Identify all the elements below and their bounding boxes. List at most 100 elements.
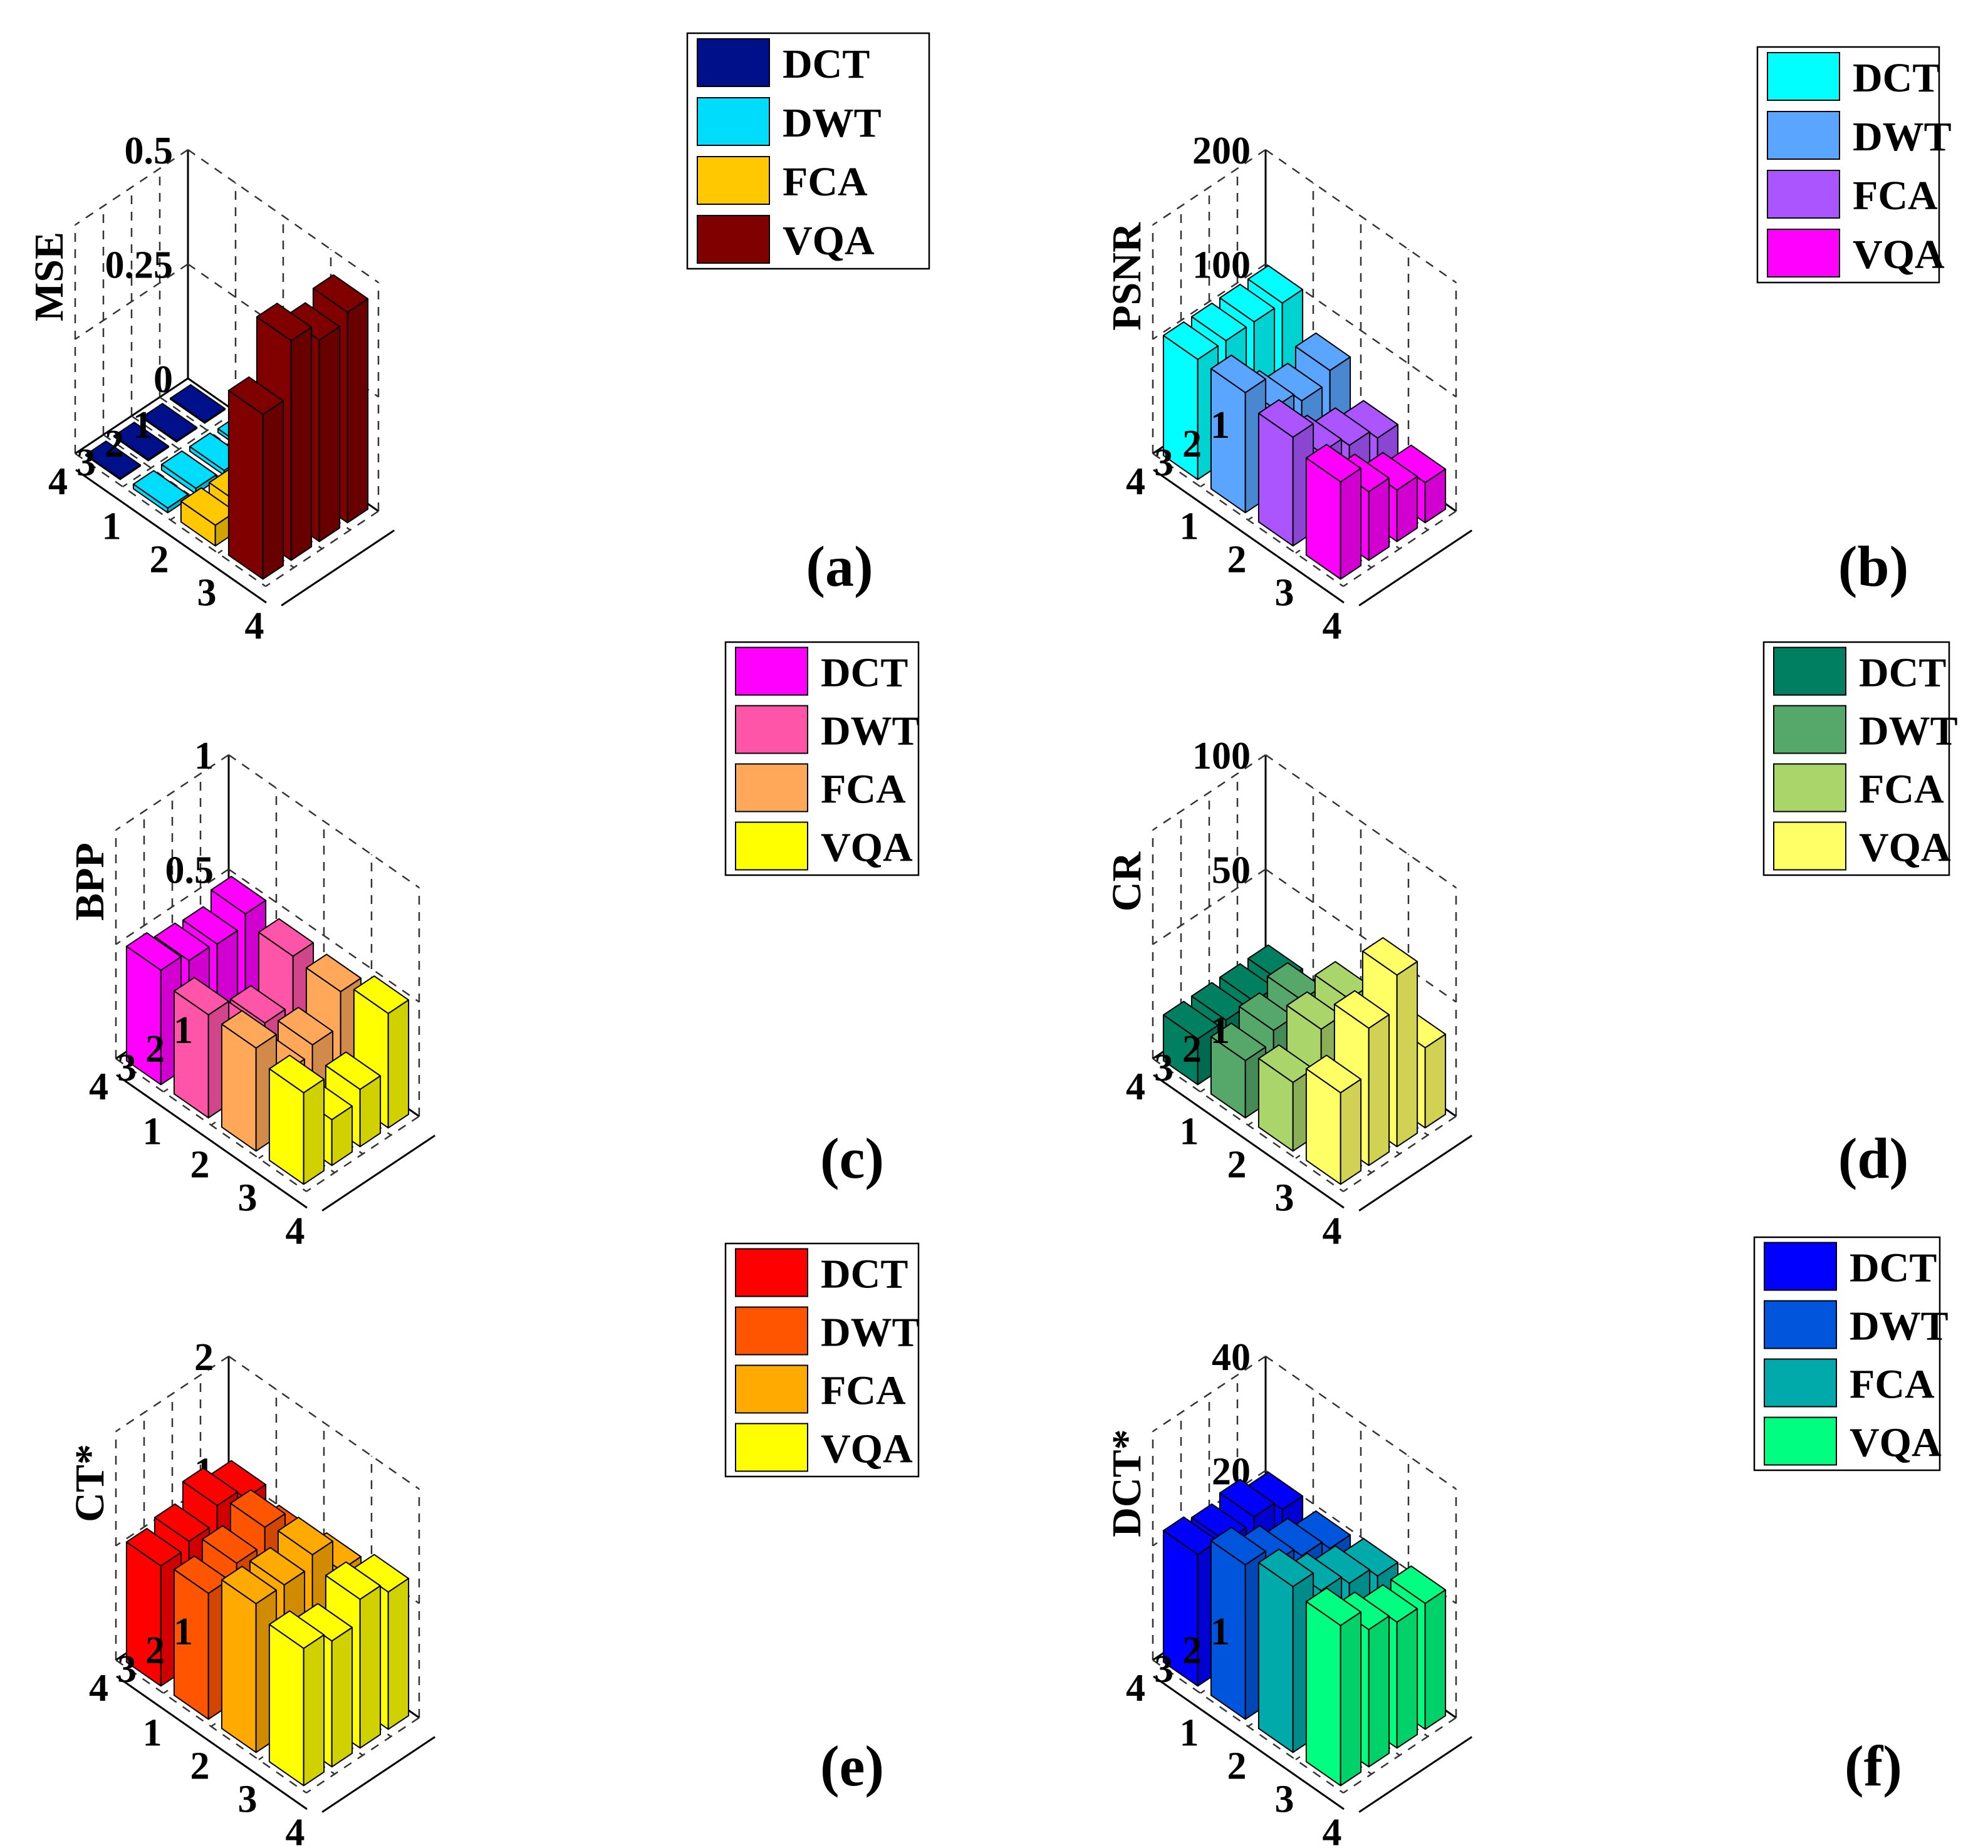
- col-tick-label: 3: [1275, 572, 1294, 615]
- bar-dct-2: [141, 403, 198, 443]
- gridline: [1343, 1716, 1457, 1794]
- gridline: [1152, 1659, 1344, 1794]
- bar-side: [262, 400, 284, 580]
- legend: DCT DWT FCA VQA: [686, 32, 930, 270]
- z-axis-label: CR: [1104, 851, 1150, 912]
- row-tick-label: 3: [1154, 1648, 1174, 1691]
- gridline: [1152, 452, 1344, 588]
- row-tick-label: 4: [1126, 1066, 1145, 1108]
- legend-label: FCA: [821, 1368, 906, 1414]
- legend-label: DCT: [821, 1252, 908, 1297]
- legend-item-fca: FCA: [1773, 763, 1944, 812]
- front-axes: [1153, 1675, 1473, 1813]
- z-tick-label: 0.5: [165, 849, 214, 892]
- row-tick-label: 3: [117, 1047, 137, 1089]
- legend-swatch: [1773, 705, 1846, 754]
- legend-swatch: [697, 97, 770, 146]
- row-tick-label: 1: [174, 1009, 193, 1052]
- legend-swatch: [735, 646, 808, 696]
- bar-dct-4: [125, 1528, 182, 1687]
- legend-label: FCA: [1859, 767, 1944, 812]
- col-tick-label: 3: [1275, 1778, 1294, 1821]
- col-tick-label: 1: [1180, 1111, 1199, 1153]
- z-tick-label: 0: [154, 358, 173, 401]
- legend-swatch: [1767, 52, 1840, 101]
- legend-item-dct: DCT: [697, 38, 870, 87]
- legend-swatch: [735, 821, 808, 871]
- gridline: [1152, 263, 1266, 340]
- col-tick-label: 4: [245, 605, 264, 648]
- legend-item-fca: FCA: [1764, 1358, 1935, 1408]
- legend-item-fca: FCA: [1767, 170, 1938, 219]
- legend-label: DCT: [1850, 1245, 1937, 1291]
- row-tick-label: 3: [1154, 442, 1174, 484]
- col-axis: [1153, 1675, 1345, 1810]
- legend: DCT DWT FCA VQA: [724, 1242, 920, 1478]
- legend: DCT DWT FCA VQA: [724, 641, 920, 876]
- legend-label: VQA: [821, 825, 913, 871]
- bar-dct-1: [169, 384, 226, 424]
- gridline: [265, 510, 379, 588]
- bar-side: [303, 1634, 325, 1787]
- col-tick-label: 2: [150, 539, 169, 581]
- bar-side: [359, 1585, 382, 1749]
- legend-swatch: [1764, 1416, 1837, 1466]
- legend-swatch: [1764, 1242, 1837, 1291]
- bar-vqa-4: [268, 1054, 325, 1185]
- row-axis: [1358, 1134, 1473, 1212]
- gridline: [228, 754, 420, 889]
- col-tick-label: 3: [1275, 1177, 1294, 1220]
- z-axis-label: MSE: [26, 232, 72, 321]
- bar-side: [204, 408, 226, 424]
- bar-side: [1368, 477, 1390, 561]
- bar-side: [331, 1627, 353, 1768]
- bar-side: [175, 427, 198, 443]
- col-tick-label: 1: [102, 506, 122, 548]
- legend-label: FCA: [783, 159, 868, 205]
- col-tick-label: 1: [1180, 506, 1199, 548]
- legend-item-vqa: VQA: [1767, 229, 1945, 278]
- col-tick-label: 2: [1227, 539, 1247, 581]
- legend: DCT DWT FCA VQA: [1756, 46, 1952, 284]
- legend-swatch: [735, 705, 808, 754]
- bar-front: [1305, 1601, 1341, 1787]
- legend-item-dct: DCT: [735, 1248, 908, 1297]
- z-tick-label: 100: [1192, 244, 1251, 287]
- row-tick-label: 3: [1154, 1047, 1174, 1089]
- legend-label: DWT: [1850, 1304, 1949, 1349]
- legend-item-dct: DCT: [1764, 1242, 1937, 1291]
- gridline: [1152, 1057, 1344, 1193]
- bar-fca-4: [1257, 399, 1314, 547]
- row-tick-label: 2: [105, 423, 124, 465]
- bar-side: [1424, 1589, 1447, 1730]
- legend-swatch: [735, 1248, 808, 1297]
- chart-panel-d: 050100CR12341234DCTDWTFCAVQA(d): [1104, 641, 1958, 1253]
- row-tick-label: 1: [133, 404, 152, 447]
- bar-vqa-4: [1305, 444, 1362, 580]
- gridline: [1343, 1115, 1457, 1193]
- col-axis: [1153, 1074, 1345, 1209]
- row-tick-label: 3: [76, 442, 96, 484]
- legend-label: VQA: [1853, 232, 1945, 278]
- legend-item-vqa: VQA: [1773, 821, 1951, 871]
- row-axis: [321, 1736, 436, 1813]
- bar-side: [1424, 1034, 1447, 1129]
- legend-swatch: [1767, 111, 1840, 160]
- bar-side: [1368, 1014, 1390, 1166]
- col-axis: [1153, 469, 1345, 604]
- z-tick-label: 200: [1192, 130, 1251, 172]
- gridline: [115, 754, 229, 831]
- legend-label: VQA: [1850, 1420, 1942, 1466]
- col-axis: [116, 1074, 308, 1209]
- col-tick-label: 2: [1227, 1745, 1247, 1788]
- gridline: [1152, 148, 1266, 226]
- bars: [1162, 937, 1447, 1185]
- col-tick-label: 1: [1180, 1712, 1199, 1755]
- bar-side: [303, 1078, 325, 1185]
- col-tick-label: 3: [238, 1778, 258, 1821]
- gridline: [1152, 868, 1266, 945]
- legend-swatch: [735, 1364, 808, 1414]
- col-tick-label: 4: [286, 1210, 305, 1253]
